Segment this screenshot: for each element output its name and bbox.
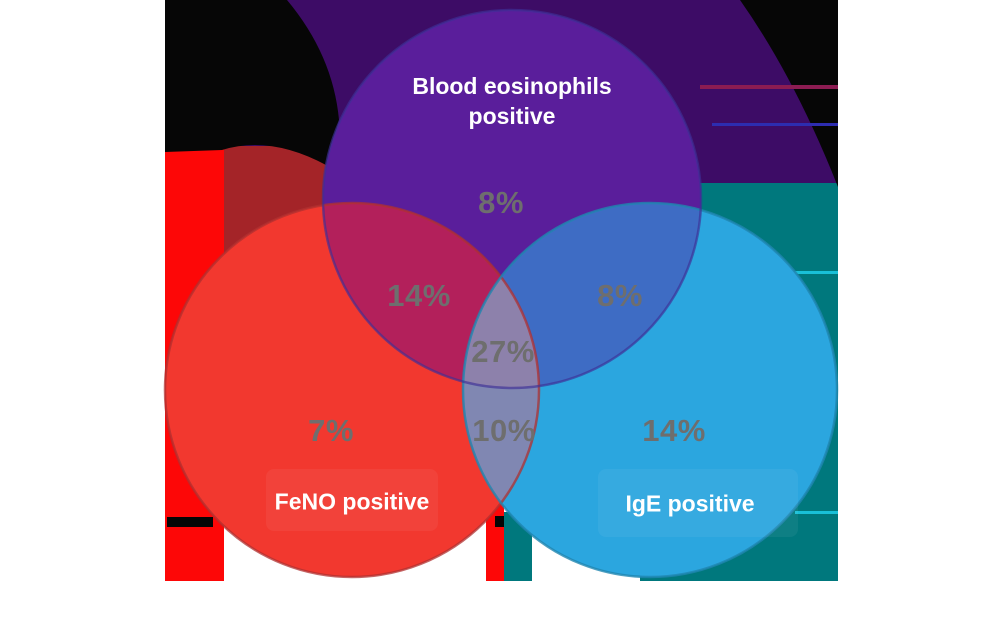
glitch-line-cyan-lower xyxy=(795,511,838,514)
ige-label-highlight xyxy=(598,469,798,537)
eosinophils-circle-rim xyxy=(321,8,703,390)
eosinophils-set-label: Blood eosinophils positive xyxy=(412,71,611,131)
black-wedge-top-left xyxy=(165,0,339,165)
feno-set-label: FeNO positive xyxy=(274,488,430,515)
eos-ige-overlap-pct: 8% xyxy=(597,278,643,313)
glitch-line-crimson xyxy=(700,85,838,89)
black-dot-center xyxy=(495,516,504,527)
feno-ige-overlap-pct: 10% xyxy=(472,413,536,448)
eosinophils-only-pct: 8% xyxy=(478,185,524,220)
glitch-line-cyan-upper xyxy=(795,271,838,274)
eosinophils-set-label-line1: Blood eosinophils xyxy=(412,73,612,99)
feno-only-pct: 7% xyxy=(308,413,354,448)
all-three-overlap-pct: 27% xyxy=(471,334,535,369)
venn-circles xyxy=(163,8,839,579)
glitch-line-blue xyxy=(712,123,838,126)
ige-set-label: IgE positive xyxy=(625,490,755,517)
eos-feno-overlap-pct: 14% xyxy=(387,278,451,313)
ige-only-pct: 14% xyxy=(642,413,706,448)
overlap-eos-ige xyxy=(463,203,701,388)
overlap-eos-feno xyxy=(323,203,539,388)
black-wedge-top-right xyxy=(740,0,838,187)
feno-label-highlight xyxy=(266,469,438,531)
eosinophils-set-label-line2: positive xyxy=(468,103,556,129)
ige-circle-rim xyxy=(461,201,839,579)
black-bar-bottom-left xyxy=(167,517,213,527)
feno-circle-rim xyxy=(163,201,541,579)
